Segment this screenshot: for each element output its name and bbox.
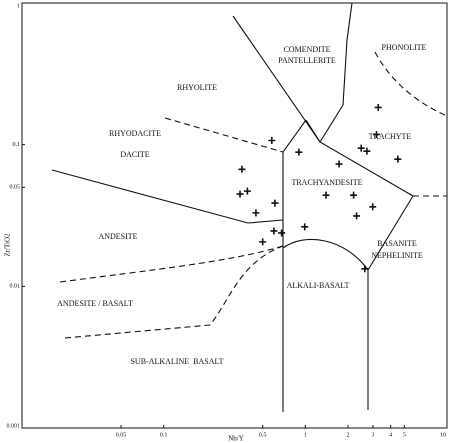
x-tick-label: 3 [371, 432, 374, 438]
x-tick-label: 1 [304, 432, 307, 438]
data-point [236, 190, 244, 198]
region-label: ANDESITE [98, 232, 137, 241]
data-point [369, 203, 377, 211]
y-tick-label: 0.001 [7, 423, 21, 429]
x-tick-label: 10 [440, 432, 446, 438]
y-tick-label: 0.05 [10, 185, 21, 191]
region-label: COMENDITE [283, 45, 330, 54]
data-point [361, 265, 369, 273]
region-label: BASANITE [377, 239, 417, 248]
boundary [51, 169, 284, 224]
y-axis-label: Zr/TiO2 [4, 233, 12, 257]
x-tick-label: 4 [389, 432, 392, 438]
data-point [350, 191, 358, 199]
plot-frame [21, 2, 448, 429]
region-label: PANTELLERITE [278, 56, 336, 65]
data-point [357, 144, 365, 152]
y-tick-label: 0.01 [10, 284, 21, 290]
x-axis-label: Nb/Y [228, 435, 244, 443]
boundary [282, 238, 369, 271]
boundary [282, 119, 307, 412]
data-point [353, 212, 361, 220]
region-label: RHYODACITE [109, 129, 161, 138]
data-point [271, 199, 279, 207]
boundaries [51, 2, 448, 412]
region-label: TRACHYTE [369, 132, 412, 141]
y-tick-label: 1 [17, 3, 20, 9]
region-label: ANDESITE / BASALT [57, 299, 133, 308]
region-label: TRACHYANDESITE [291, 178, 362, 187]
boundary [305, 119, 414, 410]
data-point [322, 191, 330, 199]
dashed-boundary [164, 117, 284, 153]
dashed-boundary [59, 245, 284, 283]
region-label: DACITE [120, 150, 149, 159]
data-point [373, 130, 381, 138]
data-point [243, 187, 251, 195]
region-label: ALKALI-BASALT [287, 281, 350, 290]
data-point [268, 137, 276, 145]
x-tick-label: 2 [346, 432, 349, 438]
data-point [238, 165, 246, 173]
data-point [301, 223, 309, 231]
data-point [374, 103, 382, 111]
data-point [295, 148, 303, 156]
data-point [252, 209, 260, 217]
boundary [319, 2, 353, 143]
x-tick-label: 0.5 [259, 432, 267, 438]
data-point [394, 155, 402, 163]
data-point [278, 229, 286, 237]
data-point [335, 160, 343, 168]
data-point [270, 227, 278, 235]
dashed-boundary [64, 245, 284, 339]
data-point [363, 147, 371, 155]
region-label: PHONOLITE [382, 43, 427, 52]
x-tick-label: 0.1 [160, 432, 168, 438]
x-tick-label: 5 [403, 432, 406, 438]
boundary [232, 15, 321, 143]
region-label: RHYOLITE [177, 83, 217, 92]
y-tick-label: 0.1 [13, 142, 21, 148]
data-point [259, 238, 267, 246]
x-tick-label: 0.05 [116, 432, 127, 438]
region-label: SUB-ALKALINE BASALT [130, 357, 223, 366]
region-label: NEPHELINITE [371, 251, 423, 260]
dashed-boundary [374, 51, 448, 117]
